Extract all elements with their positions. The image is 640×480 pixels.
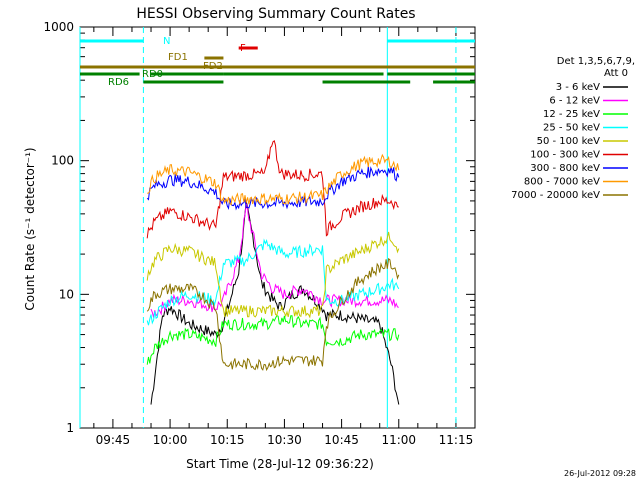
- series-line-7: [147, 153, 400, 206]
- series-line-6: [146, 166, 400, 211]
- legend-entry-label: 7000 - 20000 keV: [511, 190, 600, 201]
- legend-entry-label: 12 - 25 keV: [543, 109, 600, 120]
- legend-entry-label: 3 - 6 keV: [556, 82, 600, 93]
- chart-title: HESSI Observing Summary Count Rates: [136, 6, 415, 22]
- y-tick-label: 100: [51, 154, 74, 168]
- y-tick-label: 10: [59, 287, 74, 301]
- series-line-2: [146, 314, 400, 365]
- x-axis-label: Start Time (28-Jul-12 09:36:22): [186, 457, 374, 471]
- legend-entry-label: 50 - 100 keV: [537, 136, 601, 147]
- x-tick-label: 10:30: [267, 433, 302, 447]
- series-line-8: [146, 257, 400, 372]
- legend-entry-label: 800 - 7000 keV: [524, 177, 600, 188]
- series-line-4: [146, 231, 400, 319]
- flag-label-n: N: [163, 36, 170, 47]
- flag-label-fd1: FD1: [168, 52, 188, 63]
- y-axis-label: Count Rate (s⁻¹ detector⁻¹): [23, 147, 37, 310]
- plot-frame: [79, 26, 476, 429]
- legend-heading-2: Att 0: [604, 68, 628, 79]
- series-line-0: [150, 201, 400, 405]
- legend-heading-1: Det 1,3,5,6,7,9,: [557, 56, 635, 67]
- x-tick-label: 10:45: [324, 433, 359, 447]
- flag-label-rd6: RD6: [108, 77, 129, 88]
- x-tick-label: 11:15: [439, 433, 474, 447]
- y-tick-label: 1000: [43, 20, 74, 34]
- x-tick-label: 10:15: [210, 433, 245, 447]
- y-tick-label: 1: [66, 421, 74, 435]
- flag-label-fd2: FD2: [203, 61, 223, 72]
- series-line-5: [146, 139, 399, 239]
- series-line-1: [150, 203, 399, 318]
- legend-entry-label: 300 - 800 keV: [530, 163, 600, 174]
- x-tick-label: 11:00: [381, 433, 416, 447]
- x-tick-label: 10:00: [153, 433, 188, 447]
- legend: 3 - 6 keV 6 - 12 keV 12 - 25 keV 25 - 50 ke…: [511, 82, 628, 201]
- legend-entry-label: 100 - 300 keV: [530, 150, 600, 161]
- timestamp: 26-Jul-2012 09:28: [564, 469, 636, 478]
- series-line-3: [146, 238, 400, 326]
- legend-entry-label: 6 - 12 keV: [549, 96, 600, 107]
- legend-entry-label: 25 - 50 keV: [543, 123, 600, 134]
- flag-label-f: F: [240, 43, 246, 54]
- plot-layer: 1 10 100 1000 09:45 10:00 10:15 10:30 10:45 11:00…: [43, 20, 476, 447]
- x-tick-label: 09:45: [96, 433, 131, 447]
- flag-label-rd0: RD0: [142, 69, 163, 80]
